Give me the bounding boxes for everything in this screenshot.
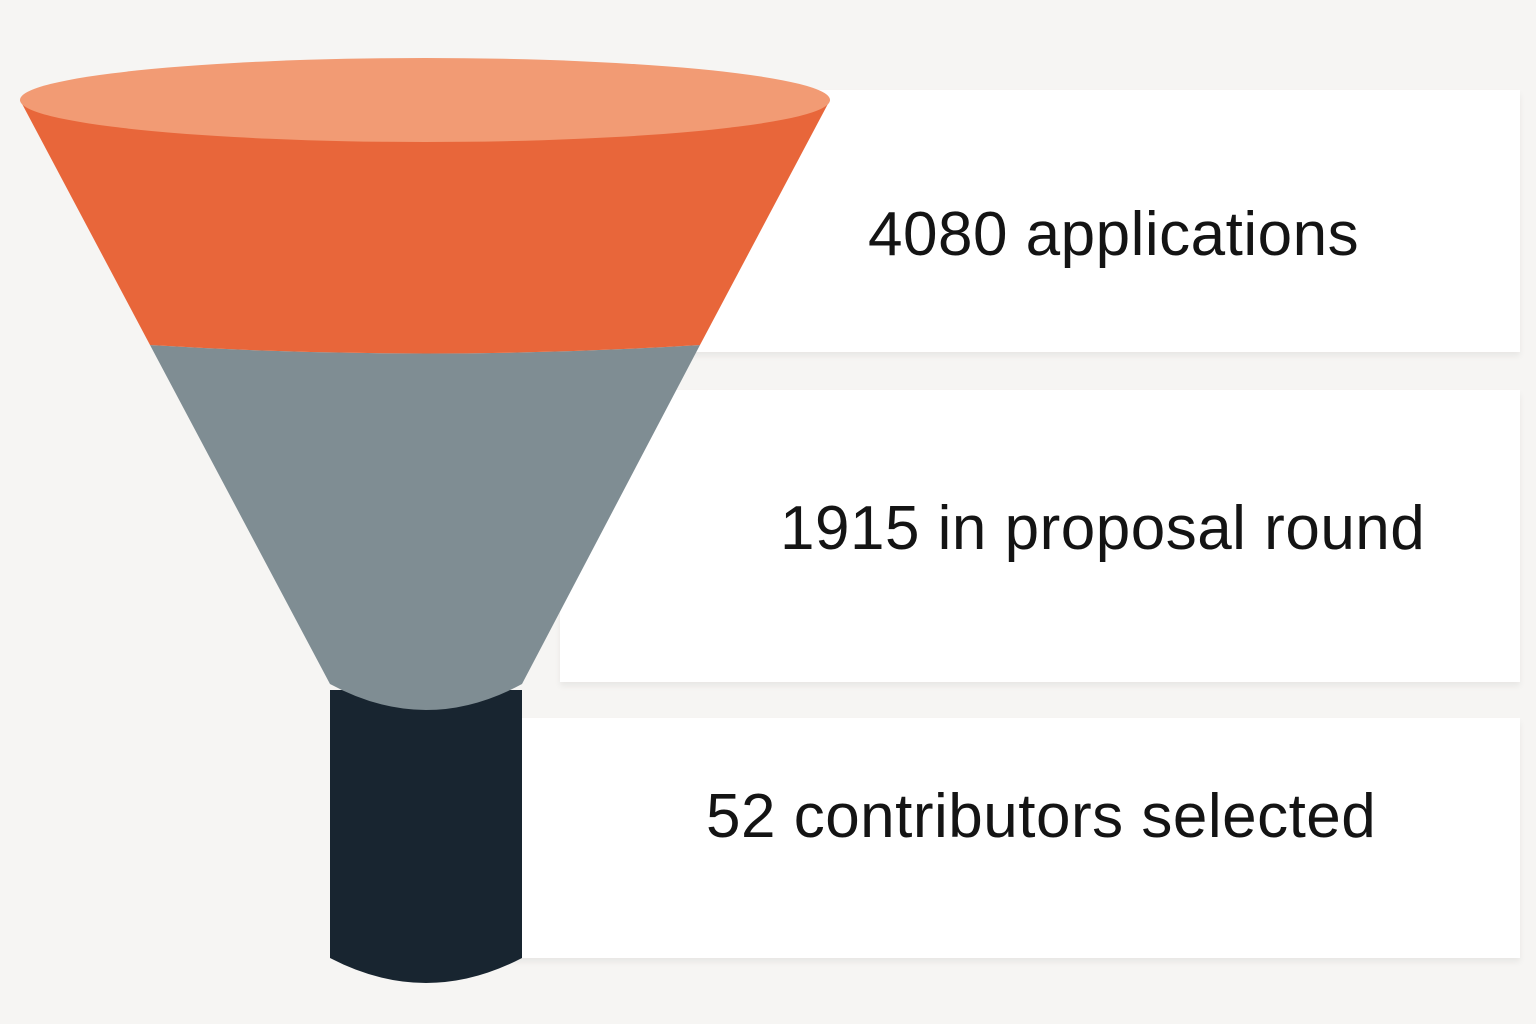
- funnel-top-section: [20, 100, 830, 354]
- stage-panel-contributors-selected: [510, 718, 1520, 958]
- stage-panel-proposal-round: [560, 390, 1520, 682]
- stage-label-contributors-selected: 52 contributors selected: [706, 782, 1377, 851]
- funnel-top-rim: [20, 58, 830, 142]
- stage-panel-applications: [690, 90, 1520, 352]
- stage-label-applications: 4080 applications: [868, 200, 1360, 269]
- stage-label-proposal-round: 1915 in proposal round: [780, 494, 1426, 563]
- funnel-middle-section: [150, 345, 700, 710]
- funnel-spout: [330, 690, 522, 983]
